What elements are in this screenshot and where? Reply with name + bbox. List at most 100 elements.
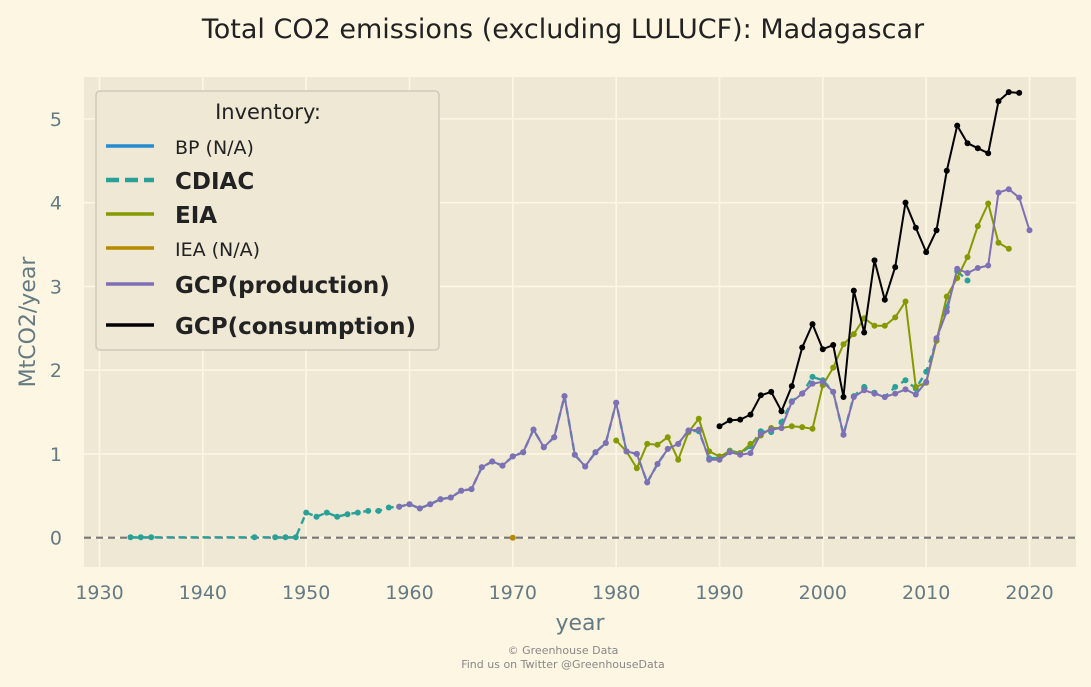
gcp-production-point-1979 — [602, 440, 609, 446]
cdiac-point-1999 — [809, 373, 816, 380]
cdiac-point-1958 — [385, 504, 392, 511]
cdiac-point-1933 — [127, 534, 134, 541]
y-tick-label-2: 2 — [50, 360, 62, 382]
footer-twitter: Find us on Twitter @GreenhouseData — [461, 658, 665, 671]
gcp-production-point-1959 — [396, 503, 403, 510]
eia-point-2015 — [974, 223, 981, 230]
eia-point-2014 — [964, 254, 971, 261]
cdiac-point-1950 — [303, 509, 310, 516]
gcp-production-point-1988 — [695, 426, 702, 433]
x-tick-label-1980: 1980 — [592, 582, 640, 604]
cdiac-point-1957 — [375, 507, 382, 514]
gcp-production-point-1996 — [778, 425, 785, 431]
cdiac-point-1954 — [344, 511, 351, 518]
legend-label-eia: EIA — [175, 203, 217, 229]
gcp-production-point-1995 — [768, 426, 775, 433]
legend-label-iea-n-a: IEA (N/A) — [175, 239, 260, 261]
x-tick-label-1960: 1960 — [385, 582, 433, 604]
gcp-production-point-2015 — [974, 265, 981, 271]
x-tick-label-1970: 1970 — [489, 582, 537, 604]
gcp-consumption-point-1993 — [747, 411, 754, 418]
legend-label-cdiac: CDIAC — [175, 169, 254, 195]
x-tick-label-2000: 2000 — [799, 582, 847, 604]
gcp-production-point-2018 — [1005, 186, 1012, 193]
series-gcp-production — [396, 186, 1033, 512]
eia-point-2008 — [902, 298, 909, 305]
x-axis-label: year — [555, 611, 605, 636]
footer-copyright: © Greenhouse Data — [508, 644, 619, 657]
gcp-consumption-point-1998 — [799, 344, 806, 351]
eia-point-1985 — [664, 434, 671, 441]
gcp-consumption-point-1996 — [778, 408, 785, 415]
gcp-production-point-1971 — [520, 449, 527, 456]
cdiac-point-1948 — [282, 534, 289, 541]
y-tick-label-5: 5 — [50, 109, 62, 131]
gcp-consumption-point-2006 — [881, 296, 888, 303]
gcp-production-point-1978 — [592, 449, 599, 456]
gcp-production-point-1968 — [489, 458, 496, 465]
gcp-consumption-point-1997 — [788, 383, 795, 390]
gcp-production-point-1984 — [654, 461, 661, 467]
eia-point-2009 — [912, 383, 919, 390]
gcp-production-point-2020 — [1026, 227, 1033, 234]
gcp-production-point-1991 — [726, 449, 733, 456]
gcp-consumption-point-2010 — [923, 249, 930, 256]
y-axis-label: MtCO2/year — [16, 256, 41, 388]
legend: Inventory: BP (N/A) CDIAC EIA IEA (N/A) GCP(… — [95, 90, 440, 351]
gcp-production-point-1998 — [799, 390, 806, 397]
gcp-consumption-point-1990 — [716, 423, 723, 430]
y-tick-label-3: 3 — [50, 276, 62, 298]
eia-point-1997 — [788, 423, 795, 430]
cdiac-point-1947 — [272, 534, 279, 541]
eia-point-2001 — [830, 364, 837, 371]
gcp-production-point-1980 — [613, 399, 620, 406]
gcp-consumption-point-2017 — [995, 98, 1002, 105]
eia-point-1982 — [633, 465, 640, 472]
gcp-production-point-1973 — [540, 444, 547, 451]
gcp-production-point-2001 — [830, 388, 837, 395]
gcp-consumption-point-1991 — [726, 417, 733, 424]
gcp-production-point-1976 — [571, 451, 578, 458]
y-tick-label-0: 0 — [50, 528, 62, 550]
cdiac-point-2007 — [892, 383, 899, 390]
eia-point-2016 — [985, 200, 992, 207]
gcp-consumption-point-2016 — [985, 150, 992, 157]
gcp-production-point-1997 — [788, 399, 795, 405]
gcp-production-point-1961 — [416, 505, 423, 512]
gcp-production-point-2019 — [1016, 194, 1023, 201]
x-tick-label-1930: 1930 — [75, 582, 123, 604]
gcp-production-point-1963 — [437, 496, 444, 503]
gcp-consumption-point-2014 — [964, 140, 971, 147]
gcp-production-point-2010 — [923, 378, 930, 385]
cdiac-point-1952 — [323, 509, 330, 516]
gcp-consumption-point-2009 — [912, 224, 919, 231]
eia-point-2006 — [881, 322, 888, 329]
eia-point-1980 — [613, 437, 620, 444]
x-tick-label-1940: 1940 — [179, 582, 227, 604]
series-iea-n-a — [509, 534, 516, 541]
gcp-consumption-point-2001 — [830, 342, 837, 348]
cdiac-point-1935 — [148, 534, 155, 541]
eia-point-2012 — [943, 293, 950, 300]
gcp-production-point-2016 — [985, 262, 992, 269]
gcp-production-point-2009 — [912, 391, 919, 398]
gcp-consumption-point-2008 — [902, 199, 909, 206]
eia-point-1988 — [695, 415, 702, 422]
gcp-production-point-1974 — [551, 434, 558, 441]
x-tick-label-2010: 2010 — [902, 582, 950, 604]
gcp-production-point-2014 — [964, 270, 971, 276]
legend-label-gcp-consumption: GCP(consumption) — [175, 314, 416, 340]
x-tick-label-2020: 2020 — [1005, 582, 1053, 604]
cdiac-point-2014 — [964, 277, 971, 284]
gcp-consumption-point-2011 — [933, 227, 940, 234]
gcp-production-point-1967 — [478, 464, 485, 471]
gcp-production-point-1989 — [706, 456, 713, 463]
cdiac-point-1953 — [334, 513, 341, 520]
gcp-consumption-point-1994 — [757, 392, 764, 399]
gcp-consumption-point-2015 — [974, 145, 981, 152]
gcp-production-point-1994 — [757, 430, 764, 437]
gcp-production-point-1962 — [427, 501, 434, 508]
gcp-production-point-1999 — [809, 380, 816, 387]
gcp-consumption-point-2007 — [892, 264, 899, 271]
